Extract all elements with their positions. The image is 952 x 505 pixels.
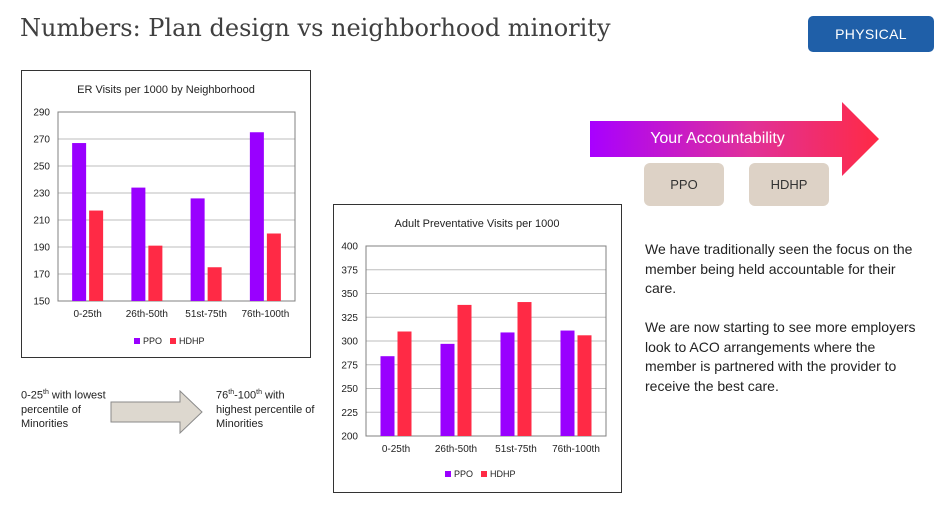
legend-label-hdhp: HDHP [179,336,205,346]
bar-hdhp-51st-75th [207,267,222,301]
y-tick-label: 230 [33,189,50,200]
legend-swatch-ppo [445,471,451,477]
page-title: Numbers: Plan design vs neighborhood min… [20,14,611,42]
y-tick-label: 270 [33,135,50,146]
y-tick-label: 400 [341,242,358,253]
chart-title: Adult Preventative Visits per 1000 [395,218,560,230]
arrow-shape [590,102,879,176]
bar-ppo-51st-75th [190,198,205,301]
y-tick-label: 275 [341,360,358,371]
bar-ppo-0-25th [380,356,395,436]
paragraph-traditional: We have traditionally seen the focus on … [645,241,913,296]
paragraph-aco: We are now starting to see more employer… [645,319,916,394]
preventative-visits-chart: Adult Preventative Visits per 1000 200 225… [333,204,622,493]
bar-ppo-26th-50th [131,187,146,301]
plot-area [365,245,607,437]
hdhp-box: HDHP [749,163,829,206]
note-highest-percentile: 76th-100th with highest percentile of Mi… [216,389,315,430]
y-tick-label: 190 [33,243,50,254]
y-tick-label: 300 [341,337,358,348]
legend-swatch-hdhp [170,338,176,344]
y-tick-label: 350 [341,289,358,300]
x-tick-label: 26th-50th [435,444,477,455]
y-tick-label: 150 [33,297,50,308]
chart-title: ER Visits per 1000 by Neighborhood [77,84,255,96]
bar-hdhp-0-25th [397,331,412,436]
right-arrow-icon [110,390,203,434]
x-tick-label: 26th-50th [126,309,168,320]
bar-ppo-76th-100th [560,330,575,436]
legend-label-hdhp: HDHP [490,469,516,479]
bar-ppo-51st-75th [500,332,515,436]
x-tick-label: 0-25th [73,309,101,320]
bar-ppo-76th-100th [249,132,264,301]
er-visits-chart-svg: ER Visits per 1000 by Neighborhood 150 170… [33,84,296,346]
legend-swatch-hdhp [481,471,487,477]
x-tick-label: 51st-75th [495,444,537,455]
bar-hdhp-76th-100th [577,335,592,436]
bar-hdhp-51st-75th [517,302,532,436]
y-tick-label: 170 [33,270,50,281]
plot-area [57,111,296,302]
legend-swatch-ppo [134,338,140,344]
legend-label-ppo: PPO [454,469,473,479]
y-tick-label: 250 [341,384,358,395]
x-tick-label: 0-25th [382,444,410,455]
y-tick-label: 250 [33,162,50,173]
x-tick-label: 76th-100th [241,309,289,320]
bar-hdhp-76th-100th [266,233,281,301]
physical-badge[interactable]: PHYSICAL [808,16,934,52]
accountability-label: Your Accountability [650,130,785,147]
bar-ppo-26th-50th [440,343,455,436]
legend-label-ppo: PPO [143,336,162,346]
y-tick-label: 325 [341,313,358,324]
ppo-box: PPO [644,163,724,206]
y-tick-label: 225 [341,408,358,419]
bar-hdhp-0-25th [89,210,104,301]
bar-hdhp-26th-50th [457,304,472,436]
note-lowest-percentile: 0-25th with lowest percentile of Minorit… [21,389,106,430]
er-visits-chart: ER Visits per 1000 by Neighborhood 150 170… [21,70,311,358]
accountability-arrow: Your Accountability [590,102,880,176]
bar-hdhp-26th-50th [148,245,163,301]
y-tick-label: 290 [33,108,50,119]
preventative-visits-chart-svg: Adult Preventative Visits per 1000 200 225… [341,218,607,479]
y-tick-label: 210 [33,216,50,227]
bar-ppo-0-25th [72,143,87,301]
x-tick-label: 76th-100th [552,444,600,455]
y-tick-label: 375 [341,265,358,276]
x-tick-label: 51st-75th [185,309,227,320]
y-tick-label: 200 [341,432,358,443]
